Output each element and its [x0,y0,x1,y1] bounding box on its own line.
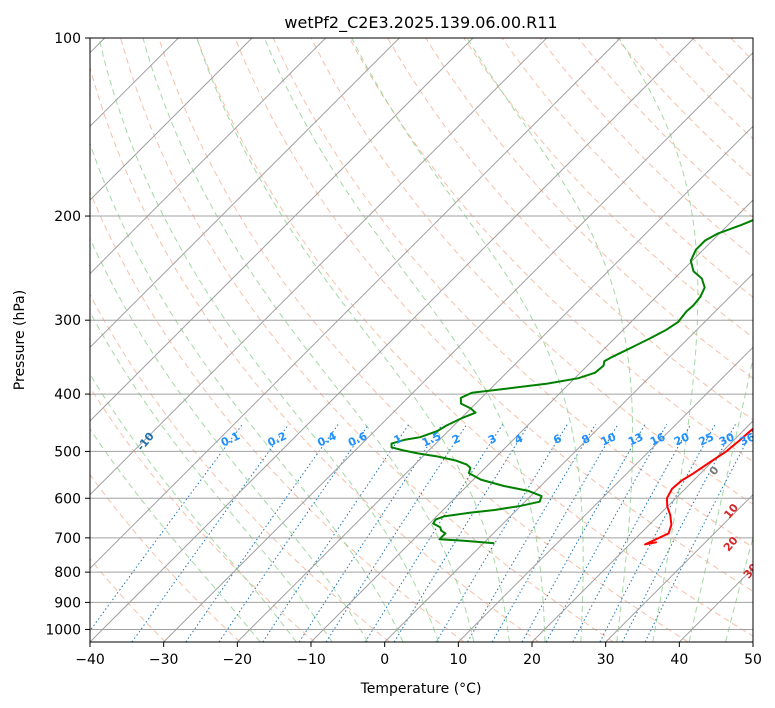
moist-adiabat-line [725,535,753,642]
y-axis-label: Pressure (hPa) [12,290,28,390]
mixing-ratio-line [218,424,370,642]
dry-adiabat-line [90,190,465,642]
mixing-ratio-line [131,424,290,642]
axis-ticks: −40 −30 −20 −10 0 10 20 30 40 50 100 200 300 400 500 60… [45,31,762,668]
isotherm-line [90,38,621,570]
moist-adiabat-line [90,311,333,642]
y-tick-label: 900 [54,595,81,611]
mixing-ratio-line [364,424,504,642]
isotherm-line [90,38,548,496]
x-tick-label: 30 [597,652,615,668]
dry-adiabat-line [158,38,689,642]
dry-adiabat-line [463,38,753,339]
moist-adiabat-line [90,142,404,642]
isotherm-line [236,125,753,642]
x-tick-label: −30 [149,652,179,668]
x-tick-label: 50 [744,652,762,668]
moist-adiabat-line [90,428,261,642]
dry-adiabat-line [349,38,753,463]
dry-adiabat-line [272,38,753,548]
x-tick-label: −20 [223,652,253,668]
y-tick-label: 400 [54,387,81,403]
mixing-ratio-line [621,424,736,642]
dewpoint-profile [390,219,753,545]
mixing-ratio-label: 10 [599,430,619,448]
mixing-ratio-label: 16 [648,430,668,448]
mixing-ratio-line [521,424,646,642]
dry-adiabat-line [310,38,753,505]
mixing-ratio-line [545,424,668,642]
dry-adiabat-line [387,38,753,421]
moist-adiabat-line [90,373,297,642]
mixing-ratio-line [185,424,339,642]
isotherm-line [90,38,327,275]
moist-adiabat-line [90,237,369,642]
mixing-ratio-label: 25 [697,430,716,448]
y-tick-label: 800 [54,565,81,581]
isotherm-line [90,38,400,349]
mixing-ratio-line [599,424,716,642]
mixing-ratio-line [435,424,568,642]
mixing-ratio-label: 13 [626,430,645,448]
dry-adiabat-line [234,38,753,592]
isotherm-line [384,272,753,642]
x-tick-label: 40 [670,652,688,668]
isotherm-line [90,38,253,201]
x-tick-label: 20 [523,652,541,668]
temperature-profile [644,427,753,546]
moist-adiabat-line [618,38,699,642]
y-tick-label: 600 [54,491,81,507]
mixing-ratio-line [491,424,619,642]
isotherm-line [90,38,695,642]
moist-adiabat-label: 30 [741,561,761,581]
dry-adiabat-line [90,65,540,642]
isotherm-line [605,493,753,642]
x-axis-label: Temperature (°C) [360,681,482,697]
mixing-ratio-line [467,424,596,642]
dry-adiabat-line [501,38,753,298]
y-tick-label: 1000 [45,622,81,638]
isotherm-line [310,199,753,642]
mixing-ratio-label: 30 [717,430,737,448]
dry-adiabat-line [90,473,241,642]
dry-adiabat-line [120,38,614,642]
mixing-ratio-label: 20 [672,430,692,448]
moist-adiabat-line [142,38,475,642]
moist-adiabat-line [98,38,439,642]
x-tick-label: 0 [380,652,389,668]
chart-title: wetPf2_C2E3.2025.139.06.00.R11 [284,13,557,33]
isotherm-line [531,420,753,642]
moist-adiabat-line [688,356,753,642]
x-tick-label: 10 [449,652,467,668]
mixing-ratio-line [644,428,753,642]
isotherm-line [90,38,474,422]
mixing-ratio-label: 36 [738,430,758,448]
isotherm-line [457,346,753,642]
y-tick-label: 300 [54,313,81,329]
dry-adiabat-line [425,38,753,380]
isotherm-line [163,51,753,642]
plot-area: -100-90-80-70-60-50-40-30-20-10010203040… [90,38,761,642]
y-tick-label: 100 [54,31,81,47]
y-tick-label: 200 [54,209,81,225]
x-tick-label: −10 [296,652,326,668]
plot-frame [89,37,754,643]
dry-adiabat-line [90,293,390,642]
mixing-ratio-line [572,424,692,642]
dry-adiabat-line [90,386,316,642]
y-tick-label: 700 [54,531,81,547]
moist-adiabat-line [196,38,510,642]
moist-adiabat-line [351,38,584,642]
mixing-ratio-line [325,424,468,642]
y-tick-label: 500 [54,444,81,460]
moist-adiabat-line [263,38,546,642]
mixing-ratio-line [393,424,530,642]
x-tick-label: −40 [75,652,105,668]
